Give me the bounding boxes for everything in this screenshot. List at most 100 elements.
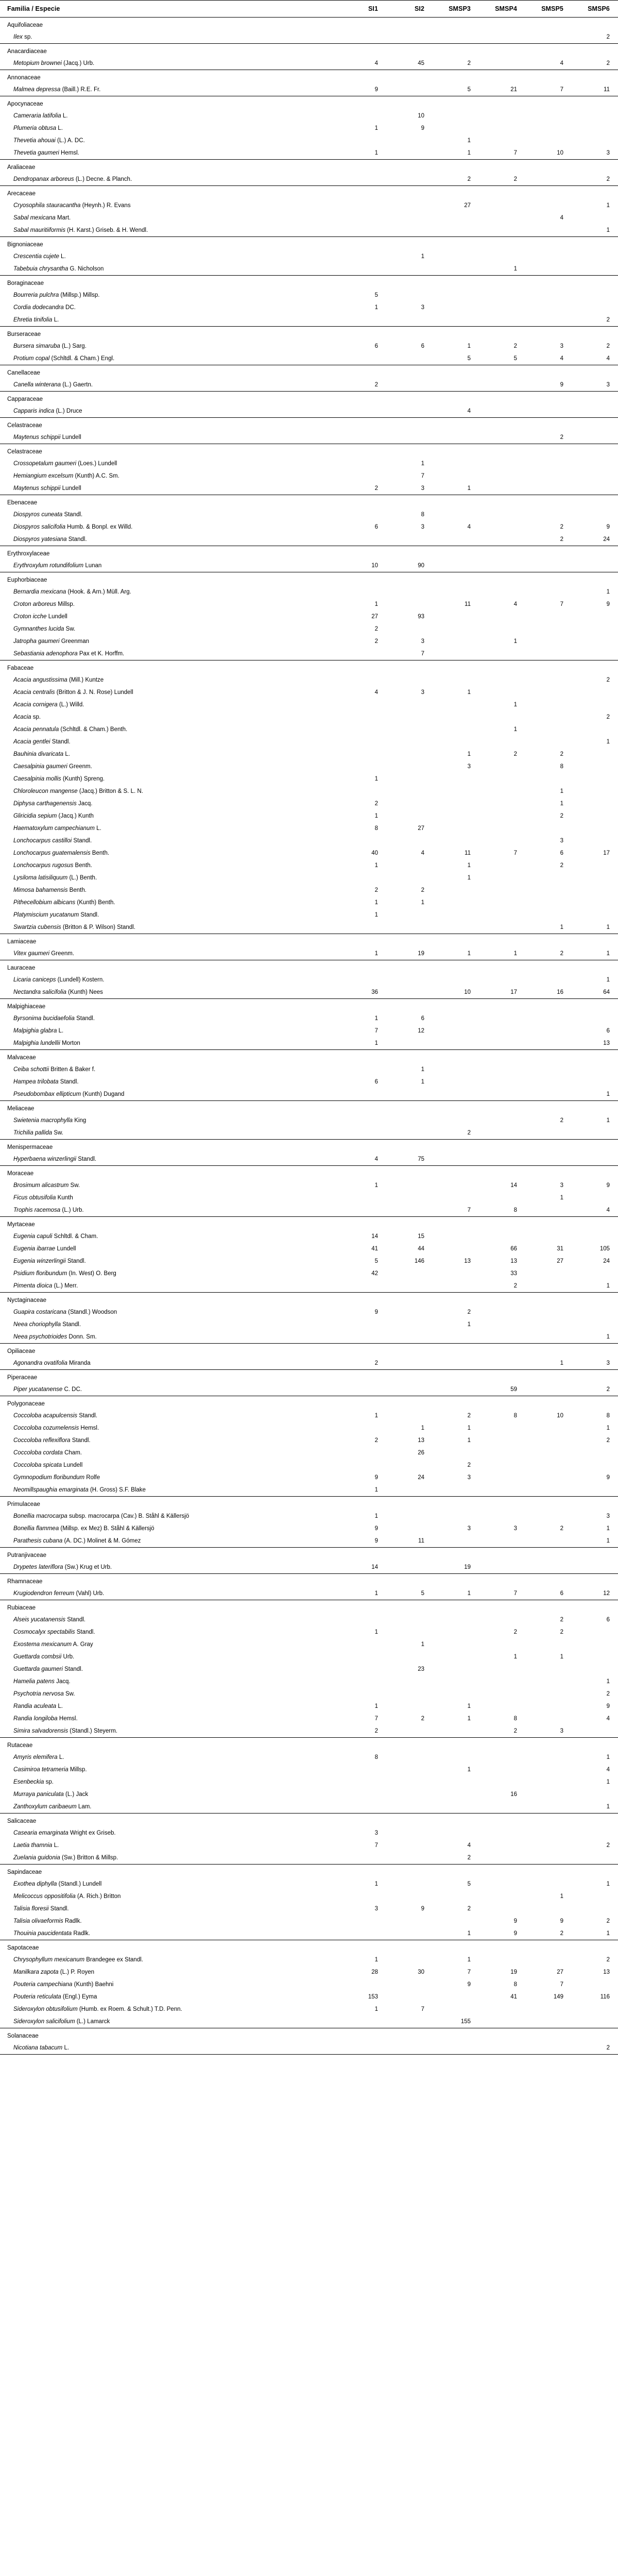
count-smsp3 [433, 1153, 479, 1166]
count-si1: 8 [374, 825, 378, 832]
count-si2 [386, 1776, 433, 1788]
count-smsp5: 2 [560, 1117, 563, 1124]
count-smsp4 [479, 674, 525, 686]
species-row: Alseis yucatanensis Standl. 2 6 [0, 1614, 618, 1626]
species-name: Pithecellobium albicans (Kunth) Benth. [0, 896, 340, 909]
count-smsp3: 1 [467, 1767, 471, 1773]
count-si2 [386, 224, 433, 237]
count-si1 [340, 1614, 386, 1626]
family-name: Salicaceae [0, 1813, 618, 1827]
species-binomial: Ehretia tinifolia [13, 317, 53, 323]
count-smsp4 [479, 1459, 525, 1471]
count-smsp6 [572, 611, 618, 623]
count-si2 [386, 1306, 433, 1318]
species-binomial: Gymnopodium floribundum [13, 1475, 85, 1481]
count-si1: 42 [371, 1270, 378, 1277]
species-authority: Morton [60, 1040, 80, 1046]
count-si2 [386, 2042, 433, 2055]
species-binomial: Maytenus schippii [13, 434, 61, 440]
count-smsp5 [525, 1713, 572, 1725]
count-smsp5: 1 [560, 1360, 563, 1366]
count-smsp3 [433, 810, 479, 822]
species-binomial: Vitex gaumeri [13, 951, 50, 957]
species-binomial: Cordia dodecandra [13, 304, 64, 311]
species-binomial: Eugenia ibarrae [13, 1246, 56, 1252]
species-row: Cameraria latifolia L. 10 [0, 110, 618, 122]
count-smsp3 [433, 974, 479, 986]
species-name: Neea psychotrioides Donn. Sm. [0, 1331, 340, 1344]
species-row: Coccoloba spicata Lundell 2 [0, 1459, 618, 1471]
species-name: Pseudobombax ellipticum (Kunth) Dugand [0, 1088, 340, 1101]
count-smsp3 [433, 699, 479, 711]
species-binomial: Chloroleucon mangense [13, 788, 78, 794]
species-row: Ceiba schottii Britten & Baker f. 1 [0, 1063, 618, 1076]
species-authority: L. [94, 825, 101, 832]
count-smsp4 [479, 1127, 525, 1140]
family-name: Anacardiaceae [0, 43, 618, 57]
species-row: Zanthoxylum caribaeum Lam. 1 [0, 1801, 618, 1814]
count-smsp6 [572, 872, 618, 884]
count-smsp5 [525, 1903, 572, 1915]
species-name: Crossopetalum gaumeri (Loes.) Lundell [0, 457, 340, 470]
count-smsp5 [525, 1510, 572, 1522]
count-si2 [386, 147, 433, 160]
species-name: Plumeria obtusa L. [0, 122, 340, 134]
count-smsp5 [525, 1688, 572, 1700]
count-smsp6: 2 [606, 1386, 610, 1393]
species-name: Lysiloma latisiliquum (L.) Benth. [0, 872, 340, 884]
count-smsp5 [525, 1025, 572, 1037]
species-row: Metopium brownei (Jacq.) Urb. 4 45 2 4 2 [0, 57, 618, 70]
count-smsp6 [572, 1638, 618, 1651]
count-si1 [340, 648, 386, 660]
species-name: Melicoccus oppositifolia (A. Rich.) Brit… [0, 1890, 340, 1903]
count-smsp4 [479, 921, 525, 934]
count-smsp6: 1 [606, 1881, 610, 1887]
count-smsp5 [525, 822, 572, 835]
count-smsp4 [479, 1357, 525, 1370]
count-smsp4 [479, 785, 525, 798]
species-row: Psychotria nervosa Sw. 2 [0, 1688, 618, 1700]
count-si2 [386, 1179, 433, 1192]
count-si2 [386, 909, 433, 921]
count-smsp4 [479, 224, 525, 237]
count-smsp4: 19 [510, 1969, 517, 1975]
species-name: Gymnopodium floribundum Rolfe [0, 1471, 340, 1484]
count-smsp5 [525, 884, 572, 896]
species-binomial: Sideroxylon obtusifolium [13, 2006, 78, 2012]
species-authority: Lam. [76, 1804, 92, 1810]
count-si2 [386, 1383, 433, 1396]
count-si2 [386, 872, 433, 884]
count-si1: 36 [371, 989, 378, 995]
species-authority: Lundell [60, 485, 81, 492]
species-name: Hyperbaena winzerlingii Standl. [0, 1153, 340, 1166]
count-smsp4: 8 [513, 1413, 517, 1419]
count-smsp5 [525, 723, 572, 736]
count-smsp4 [479, 1751, 525, 1764]
species-abundance-table: Familia / Especie SI1 SI2 SMSP3 SMSP4 SM… [0, 0, 618, 2055]
species-binomial: Coccoloba spicata [13, 1462, 62, 1468]
count-smsp5: 6 [560, 850, 563, 856]
family-name: Lamiaceae [0, 934, 618, 947]
count-smsp3 [433, 509, 479, 521]
count-smsp3: 1 [467, 1930, 471, 1937]
count-si1 [340, 1688, 386, 1700]
species-row: Caesalpinia gaumeri Greenm. 3 8 [0, 760, 618, 773]
species-authority: (L.) Gaertn. [61, 382, 93, 388]
count-si2 [386, 289, 433, 301]
species-row: Lonchocarpus rugosus Benth. 1 1 2 [0, 859, 618, 872]
count-si1: 2 [374, 1360, 378, 1366]
count-smsp6 [572, 263, 618, 276]
count-smsp4 [479, 1954, 525, 1966]
count-si1 [340, 674, 386, 686]
species-authority: Standl. [61, 1321, 81, 1328]
species-row: Pimenta dioica (L.) Merr. 2 1 [0, 1280, 618, 1293]
count-smsp5 [525, 405, 572, 418]
count-si1: 3 [374, 1830, 378, 1836]
count-smsp5 [525, 635, 572, 648]
family-row: Apocynaceae [0, 96, 618, 110]
count-smsp5: 7 [560, 87, 563, 93]
species-binomial: Lysiloma latisiliquum [13, 875, 68, 881]
species-authority: DC. [63, 304, 76, 311]
count-smsp4 [479, 314, 525, 327]
species-authority: (Engl.) Eyma [61, 1994, 97, 2000]
